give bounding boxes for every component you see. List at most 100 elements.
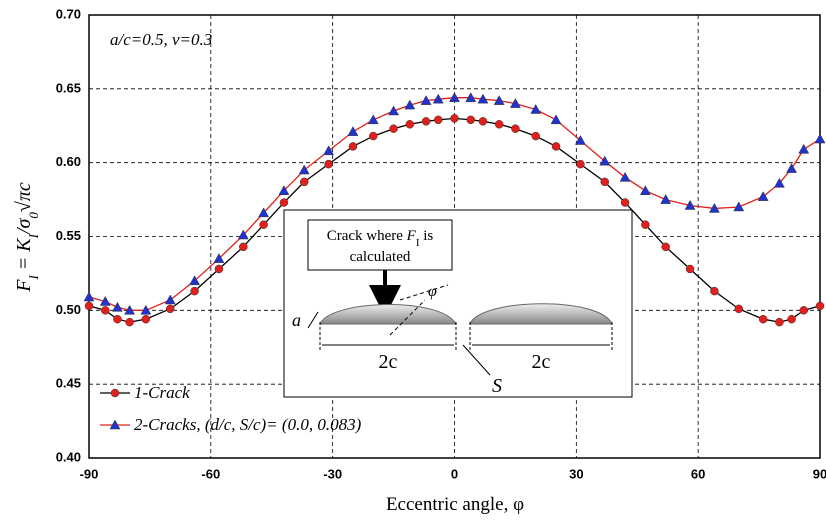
marker — [710, 286, 719, 296]
legend-marker — [110, 388, 120, 398]
y-axis-label: FI = KI/σ0√πc — [13, 182, 41, 293]
inset: Crack where FI is calculated φ a 2c 2c S — [283, 209, 633, 398]
marker — [237, 229, 249, 240]
marker — [600, 177, 610, 187]
marker — [574, 135, 586, 145]
marker — [323, 145, 335, 156]
marker — [84, 301, 94, 311]
a-arrow — [307, 311, 319, 329]
y-label-part: = K — [13, 237, 35, 275]
marker — [324, 159, 333, 169]
marker — [450, 114, 459, 123]
callout-part: F — [406, 228, 417, 244]
marker — [140, 304, 152, 315]
marker — [733, 201, 745, 212]
marker — [369, 131, 378, 141]
marker — [509, 98, 521, 108]
marker — [466, 115, 475, 125]
y-label-part: √πc — [13, 182, 35, 212]
marker — [404, 99, 416, 110]
callout-part: is — [420, 228, 434, 244]
marker — [786, 163, 797, 173]
marker — [639, 185, 651, 195]
legend-marker — [109, 419, 121, 430]
marker — [758, 314, 768, 324]
marker — [389, 124, 398, 133]
marker — [815, 301, 825, 311]
marker — [619, 171, 631, 182]
phi-line — [389, 299, 426, 336]
marker — [100, 306, 110, 315]
marker — [787, 314, 796, 324]
marker — [83, 291, 95, 302]
a-label: a — [292, 310, 301, 330]
y-label-part: 0 — [26, 212, 41, 219]
marker — [684, 199, 696, 210]
marker — [449, 92, 460, 102]
callout-text: calculated — [350, 249, 411, 265]
marker — [125, 317, 134, 327]
marker — [773, 177, 785, 188]
x-tick-label: 90 — [813, 466, 826, 481]
marker — [757, 191, 769, 201]
x-tick-label: 30 — [569, 466, 583, 481]
marker — [660, 194, 672, 204]
callout-text: Crack where FI is — [327, 228, 434, 249]
marker — [708, 202, 720, 213]
marker — [685, 264, 695, 274]
marker — [775, 317, 784, 327]
marker — [661, 242, 670, 252]
callout-part: Crack where — [327, 228, 407, 244]
y-tick-label: 0.40 — [56, 449, 81, 464]
marker — [190, 286, 199, 296]
legend-label: 1-Crack — [134, 383, 190, 402]
marker — [477, 93, 489, 104]
y-tick-label: 0.65 — [56, 80, 81, 95]
y-tick-label: 0.45 — [56, 376, 81, 391]
legend-label: 2-Cracks, (d/c, S/c)= (0.0, 0.083) — [134, 415, 362, 434]
callout-part: I — [416, 237, 420, 249]
callout-box — [307, 219, 453, 271]
marker — [189, 275, 201, 286]
y-label-part: I — [26, 275, 41, 281]
marker — [799, 306, 809, 315]
y-tick-label: 0.50 — [56, 302, 81, 317]
width-label: 2c — [532, 351, 551, 373]
marker — [434, 115, 443, 125]
y-label-part: I — [26, 233, 41, 239]
marker — [814, 133, 826, 144]
marker — [493, 95, 505, 105]
y-tick-label: 0.70 — [56, 6, 81, 21]
crack-left — [319, 304, 457, 325]
marker — [420, 95, 432, 105]
marker — [213, 253, 225, 263]
phi-line — [399, 284, 449, 301]
plot-frame — [88, 14, 821, 459]
marker — [531, 131, 540, 141]
marker — [620, 198, 630, 207]
y-tick-label: 0.60 — [56, 154, 81, 169]
marker — [421, 117, 431, 126]
marker — [405, 120, 415, 129]
marker — [550, 114, 562, 125]
marker — [478, 117, 488, 126]
marker — [734, 304, 744, 314]
marker — [278, 185, 290, 195]
marker — [164, 294, 176, 305]
gap-label: S — [492, 375, 502, 397]
marker — [124, 304, 136, 315]
x-axis-label: Eccentric angle, φ — [386, 494, 524, 515]
marker — [798, 143, 810, 154]
marker — [239, 242, 248, 252]
marker — [494, 120, 504, 129]
marker — [530, 103, 542, 114]
width-label: 2c — [379, 351, 398, 373]
marker — [367, 114, 379, 125]
marker — [279, 198, 289, 207]
x-tick-label: -30 — [323, 466, 342, 481]
marker — [141, 314, 151, 324]
marker — [599, 155, 611, 166]
marker — [298, 164, 310, 175]
marker — [165, 304, 175, 314]
marker — [112, 301, 123, 312]
